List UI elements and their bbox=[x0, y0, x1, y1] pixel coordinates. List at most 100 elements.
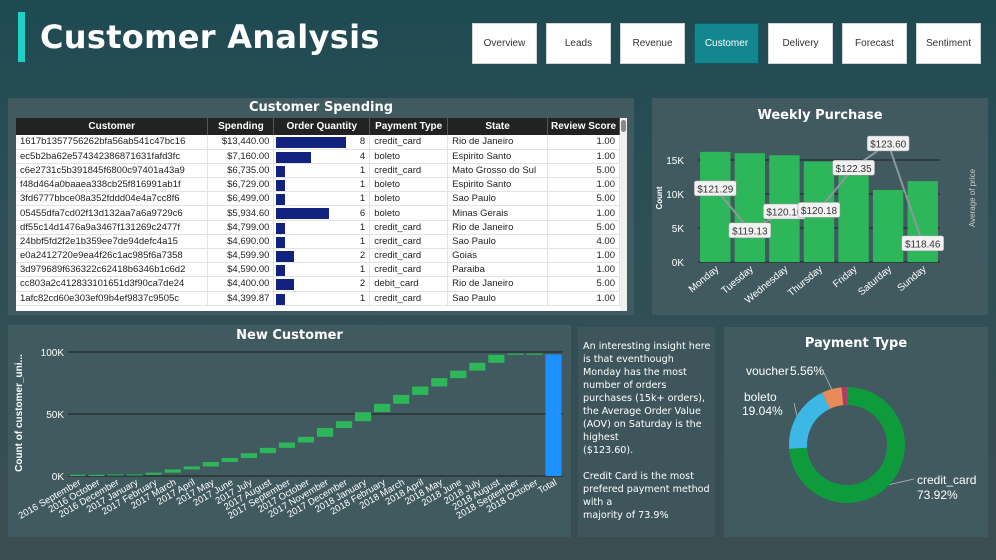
payment-leader-line bbox=[889, 478, 915, 485]
order-quantity-bar bbox=[276, 279, 295, 291]
cell-order-quantity: 1 bbox=[273, 220, 371, 235]
nav-button-delivery[interactable]: Delivery bbox=[768, 23, 833, 64]
weekly-bar-tuesday[interactable] bbox=[734, 153, 766, 262]
new-customer-bar-2017-january[interactable] bbox=[126, 474, 143, 476]
column-header-state[interactable]: State bbox=[447, 118, 549, 135]
weekly-bar-saturday[interactable] bbox=[872, 189, 904, 262]
nav-button-sentiment[interactable]: Sentiment bbox=[916, 23, 981, 64]
cell-state: Goias bbox=[447, 248, 549, 264]
table-row[interactable]: df55c14d1476a9a3467f131269c2477f $4,799.0… bbox=[16, 220, 620, 235]
table-row[interactable]: 3fd6777bbce08a352fddd04e4a7cc8f6 $6,499.0… bbox=[16, 191, 620, 207]
new-customer-panel: New Customer 0K 50K 100K Count of customer_… bbox=[8, 325, 571, 537]
cell-review-score: 5.00 bbox=[547, 276, 620, 292]
new-customer-bar-2017-march[interactable] bbox=[164, 469, 181, 473]
nav-button-revenue[interactable]: Revenue bbox=[620, 23, 685, 64]
table-row[interactable]: 3d979689f636322c62418b6346b1c6d2 $4,590.0… bbox=[16, 262, 620, 278]
new-customer-bar-2017-june[interactable] bbox=[221, 458, 238, 462]
table-row[interactable]: 1afc82cd60e303ef09b4ef9837c9505c $4,399.8… bbox=[16, 291, 620, 306]
new-customer-bar-2017-may[interactable] bbox=[202, 461, 219, 467]
cell-payment-type: boleto bbox=[369, 205, 449, 221]
nav-button-leads[interactable]: Leads bbox=[546, 23, 611, 64]
cell-order-quantity: 1 bbox=[273, 191, 371, 207]
customer-spending-table-container[interactable]: Customer Spending Order Quantity Payment Ty… bbox=[16, 118, 627, 311]
table-row[interactable]: cc803a2c412833101651d3f90ca7de24 $4,400.0… bbox=[16, 276, 620, 292]
new-customer-bar-2017-august[interactable] bbox=[259, 447, 276, 454]
average-price-label-text: $122.35 bbox=[835, 164, 872, 175]
cell-order-quantity: 2 bbox=[273, 276, 371, 292]
new-customer-bar-2018-january[interactable] bbox=[355, 412, 372, 422]
order-quantity-value: 1 bbox=[359, 164, 366, 176]
new-customer-bar-2017-july[interactable] bbox=[240, 453, 257, 459]
new-customer-bar-2016-december[interactable] bbox=[107, 474, 124, 476]
cell-spending: $13,440.00 bbox=[207, 135, 275, 150]
new-customer-y-axis-title: Count of customer_uni... bbox=[14, 354, 25, 472]
payment-slice-boleto[interactable] bbox=[789, 392, 830, 449]
table-row[interactable]: c6e2731c5b391845f6800c97401a43a9 $6,735.0… bbox=[16, 163, 620, 179]
table-row[interactable]: e0a2412720e9ea4f26c1ac985f6a7358 $4,599.9… bbox=[16, 248, 620, 264]
weekly-y-tick-label: 0K bbox=[672, 258, 685, 269]
cell-state: Sao Paulo bbox=[447, 191, 549, 207]
new-customer-bar-2018-july[interactable] bbox=[469, 362, 486, 371]
cell-spending: $4,399.87 bbox=[207, 291, 275, 306]
average-price-label: $121.29 bbox=[694, 180, 737, 197]
page-title: Customer Analysis bbox=[40, 18, 380, 56]
cell-state: Rio de Janeiro bbox=[447, 220, 549, 235]
weekly-y-tick-label: 15K bbox=[666, 156, 684, 167]
column-header-payment-type[interactable]: Payment Type bbox=[369, 118, 449, 135]
order-quantity-bar bbox=[276, 251, 295, 262]
table-scroll-thumb[interactable] bbox=[621, 120, 626, 132]
new-customer-bar-2017-september[interactable] bbox=[278, 442, 296, 448]
table-row[interactable]: ec5b2ba62e574342386871631fafd3fc $7,160.0… bbox=[16, 149, 620, 164]
new-customer-bar-2018-august[interactable] bbox=[488, 354, 505, 363]
table-row[interactable]: 24bbf5fd2f2e1b359ee7de94defc4a15 $4,690.0… bbox=[16, 234, 620, 250]
order-quantity-bar bbox=[276, 265, 286, 277]
new-customer-bar-2017-april[interactable] bbox=[183, 466, 200, 470]
cell-order-quantity: 1 bbox=[273, 234, 371, 250]
column-header-review-score[interactable]: Review Score bbox=[547, 118, 620, 135]
new-customer-y-tick-label: 0K bbox=[52, 472, 65, 483]
nav-button-customer[interactable]: Customer bbox=[694, 23, 759, 64]
table-scrollbar[interactable] bbox=[620, 118, 627, 311]
nav-button-overview[interactable]: Overview bbox=[472, 23, 537, 64]
new-customer-bar-2018-march[interactable] bbox=[393, 394, 410, 404]
new-customer-bar-2017-november[interactable] bbox=[316, 428, 334, 437]
table-row[interactable]: f48d464a0baaea338cb25f816991ab1f $6,729.0… bbox=[16, 177, 620, 193]
payment-slice-credit-card[interactable] bbox=[789, 387, 905, 503]
cell-review-score: 5.00 bbox=[547, 220, 620, 235]
cell-spending: $4,590.00 bbox=[207, 262, 275, 278]
table-row[interactable]: 05455dfa7cd02f13d132aa7a6a9729c6 $5,934.6… bbox=[16, 205, 620, 221]
cell-payment-type: credit_card bbox=[369, 234, 449, 250]
new-customer-bar-2018-may[interactable] bbox=[431, 378, 448, 387]
new-customer-bar-2018-february[interactable] bbox=[374, 403, 391, 413]
new-customer-bar-2016-october[interactable] bbox=[88, 474, 105, 476]
new-customer-bar-total[interactable] bbox=[545, 354, 562, 476]
new-customer-bar-2018-september[interactable] bbox=[507, 353, 524, 355]
table-row[interactable]: 1617b1357756262bfa56ab541c47bc16 $13,440.… bbox=[16, 135, 620, 150]
cell-order-quantity: 1 bbox=[273, 163, 371, 179]
average-price-label: $120.18 bbox=[797, 202, 841, 218]
cell-state: Sao Paulo bbox=[447, 234, 549, 250]
payment-type-title: Payment Type bbox=[804, 336, 908, 351]
new-customer-bar-2017-october[interactable] bbox=[297, 436, 315, 443]
cell-spending: $4,799.00 bbox=[207, 220, 275, 235]
new-customer-bar-2017-december[interactable] bbox=[335, 421, 353, 429]
order-quantity-value: 4 bbox=[359, 150, 366, 162]
column-header-customer[interactable]: Customer bbox=[16, 118, 209, 135]
new-customer-bar-2018-april[interactable] bbox=[412, 386, 429, 395]
order-quantity-value: 1 bbox=[359, 221, 366, 233]
cell-spending: $7,160.00 bbox=[207, 149, 275, 164]
payment-slice-voucher[interactable] bbox=[822, 387, 844, 409]
payment-slice-debit-card[interactable] bbox=[841, 387, 847, 406]
payment-label-pct-boleto: 19.04% bbox=[742, 404, 783, 418]
payment-label-pct-voucher: 5.56% bbox=[790, 364, 824, 378]
column-header-order-quantity[interactable]: Order Quantity bbox=[273, 118, 371, 135]
new-customer-bar-2017-february[interactable] bbox=[145, 472, 162, 475]
new-customer-bar-2018-october[interactable] bbox=[526, 353, 543, 355]
new-customer-bar-2018-june[interactable] bbox=[450, 370, 467, 379]
nav-button-forecast[interactable]: Forecast bbox=[842, 23, 907, 64]
weekly-bar-monday[interactable] bbox=[700, 151, 731, 262]
weekly-y2-axis-title: Average of price bbox=[968, 168, 977, 227]
new-customer-bar-2016-september[interactable] bbox=[69, 474, 86, 476]
column-header-spending[interactable]: Spending bbox=[207, 118, 275, 135]
